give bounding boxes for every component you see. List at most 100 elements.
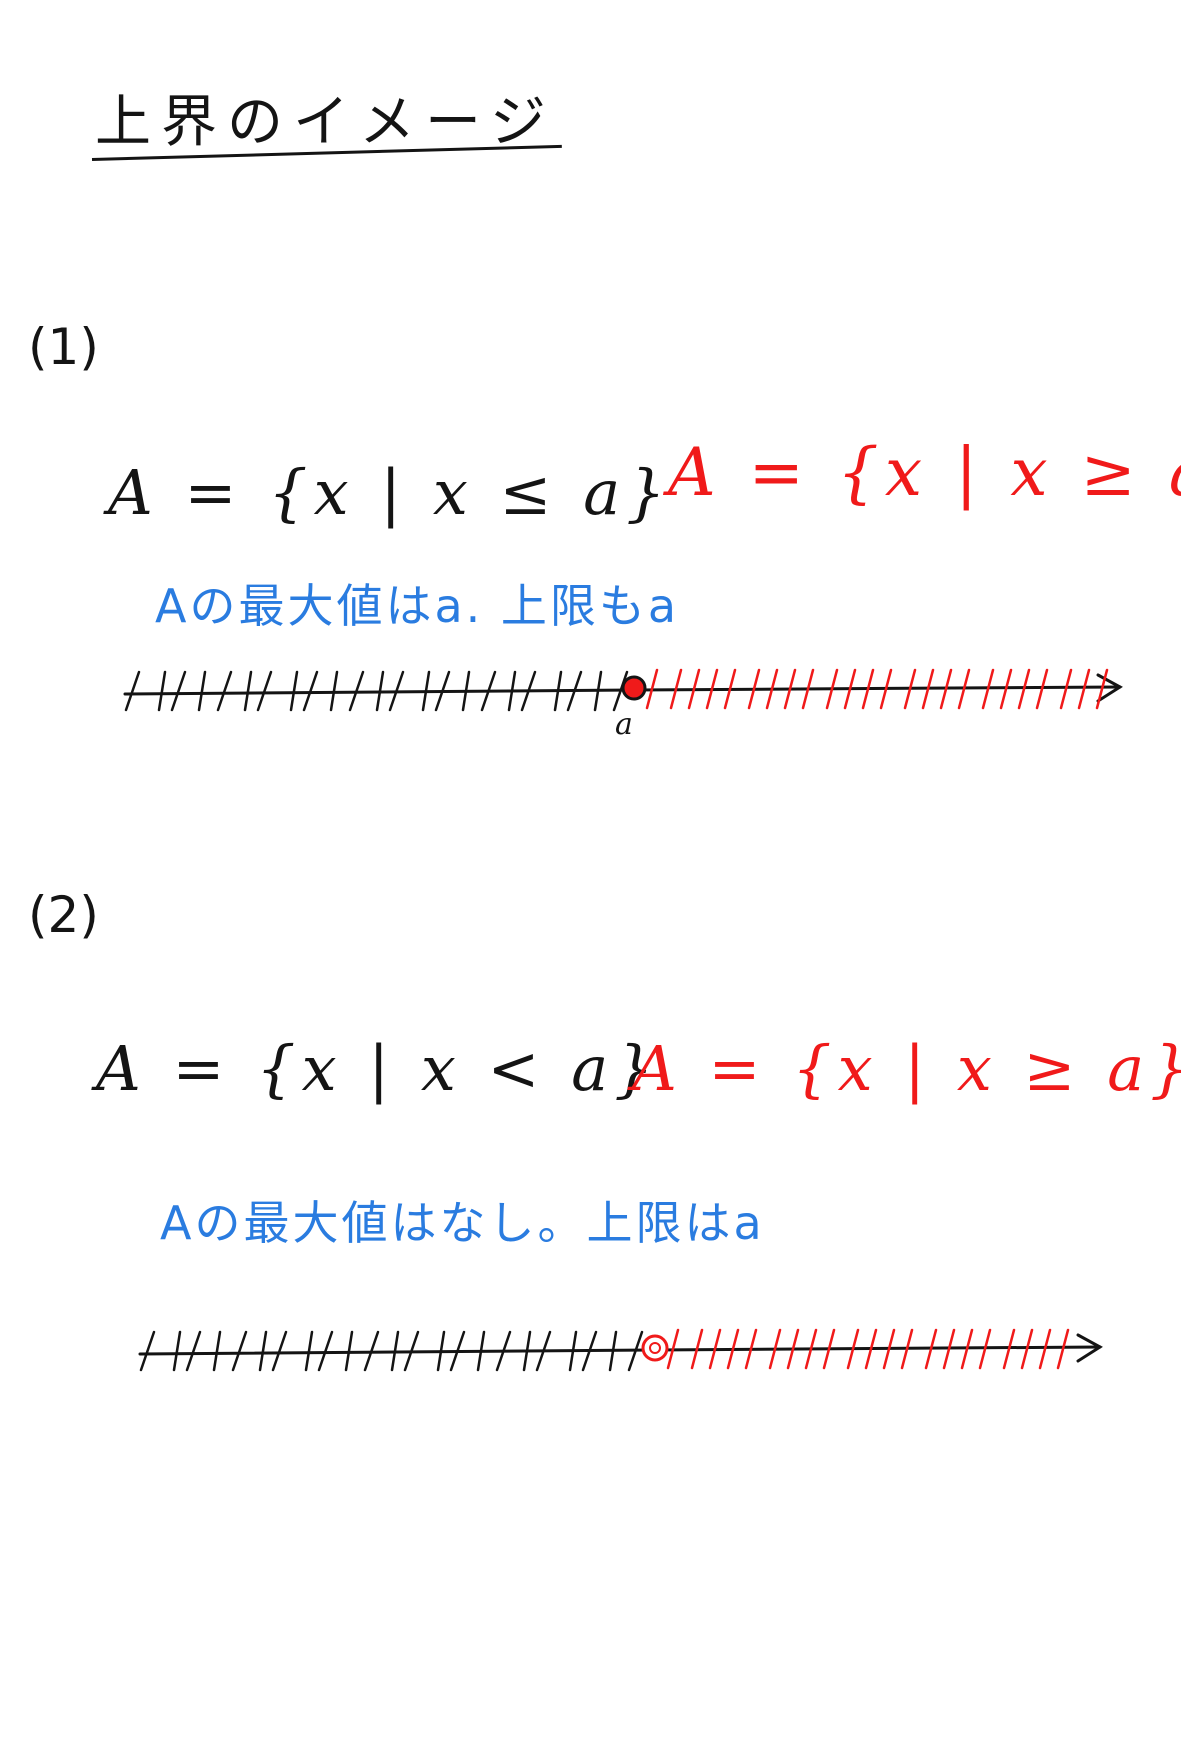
- hatch-red: [786, 1328, 800, 1370]
- hatch-red: [705, 668, 719, 710]
- hatch-black: [243, 670, 253, 712]
- hatch-black: [627, 1330, 644, 1372]
- hatch-red: [960, 1328, 974, 1370]
- hatch-black: [185, 1330, 202, 1372]
- hatch-black: [289, 670, 299, 712]
- hatch-black: [403, 1330, 420, 1372]
- hatch-red: [726, 1328, 740, 1370]
- hatch-red: [1059, 668, 1073, 710]
- hatch-red: [864, 1328, 878, 1370]
- hatch-black: [170, 670, 187, 712]
- hatch-black: [608, 1330, 618, 1372]
- axis-left-segment: [138, 1348, 657, 1356]
- hatch-black: [212, 1330, 222, 1372]
- hatch-black: [124, 670, 141, 712]
- hatch-red: [981, 668, 995, 710]
- hatch-red: [900, 1328, 914, 1370]
- hatch-black: [566, 670, 583, 712]
- hatch-black: [216, 670, 233, 712]
- section-1-number: (1): [28, 318, 99, 376]
- hatch-red: [666, 1328, 680, 1370]
- hatch-red: [669, 668, 683, 710]
- hatch-black: [436, 1330, 446, 1372]
- hatch-red: [1038, 1328, 1052, 1370]
- hatch-black: [593, 670, 603, 712]
- hatch-red: [861, 668, 875, 710]
- hatch-black: [348, 670, 365, 712]
- hatch-red: [1020, 1328, 1034, 1370]
- hatch-red: [1077, 668, 1091, 710]
- hatch-black: [139, 1330, 156, 1372]
- hatch-black: [304, 1330, 314, 1372]
- open-point: [641, 1334, 669, 1362]
- hatch-red: [846, 1328, 860, 1370]
- hatch-red: [843, 668, 857, 710]
- hatch-red: [768, 1328, 782, 1370]
- hatch-black: [375, 670, 385, 712]
- closed-point: [621, 675, 647, 701]
- hatch-red: [744, 1328, 758, 1370]
- hatch-black: [581, 1330, 598, 1372]
- hatch-black: [344, 1330, 354, 1372]
- section-1-number-line: [123, 668, 1123, 712]
- hatch-red: [687, 668, 701, 710]
- section-1-note: Aの最大値はa. 上限もa: [155, 579, 680, 633]
- axis-right-segment: [632, 685, 1122, 692]
- section-2-set-upper-bounds: A = {x | x ≥ a}: [632, 1032, 1181, 1105]
- hatch-red: [1017, 668, 1031, 710]
- hatch-black: [480, 670, 497, 712]
- hatch-red: [939, 668, 953, 710]
- hatch-black: [302, 670, 319, 712]
- hatch-black: [535, 1330, 552, 1372]
- hatch-red: [1002, 1328, 1016, 1370]
- hatch-black: [495, 1330, 512, 1372]
- hatch-black: [434, 670, 451, 712]
- section-1-point-label: a: [615, 707, 633, 742]
- hatch-black: [507, 670, 517, 712]
- axis-right-segment: [653, 1345, 1102, 1352]
- section-2-number: (2): [28, 886, 99, 944]
- hatch-black: [363, 1330, 380, 1372]
- hatch-red: [879, 668, 893, 710]
- hatch-black: [157, 670, 167, 712]
- hatch-red: [822, 1328, 836, 1370]
- section-2-note: Aの最大値はなし。上限はa: [160, 1196, 765, 1250]
- hatch-black: [461, 670, 471, 712]
- section-1-set-upper-bounds: A = {x | x ≥ a}: [668, 434, 1181, 511]
- hatch-red: [804, 1328, 818, 1370]
- hatch-black: [553, 670, 563, 712]
- hatch-red: [825, 668, 839, 710]
- hatch-black: [256, 670, 273, 712]
- hatch-black: [421, 670, 431, 712]
- hatch-black: [449, 1330, 466, 1372]
- hatch-red: [999, 668, 1013, 710]
- section-2-set-a: A = {x | x < a}: [96, 1032, 660, 1105]
- hatch-black: [568, 1330, 578, 1372]
- hatch-red: [924, 1328, 938, 1370]
- axis-arrowhead: [1076, 1333, 1103, 1363]
- hatch-black: [390, 1330, 400, 1372]
- section-1-set-a: A = {x | x ≤ a}: [108, 456, 672, 529]
- hatch-red: [921, 668, 935, 710]
- hatch-black: [231, 1330, 248, 1372]
- hatch-red: [942, 1328, 956, 1370]
- hatch-red: [690, 1328, 704, 1370]
- hatch-black: [329, 670, 339, 712]
- hatch-red: [708, 1328, 722, 1370]
- page-title: 上界のイメージ: [95, 90, 556, 155]
- hatch-black: [388, 670, 405, 712]
- hatch-black: [271, 1330, 288, 1372]
- hatch-black: [522, 1330, 532, 1372]
- hatch-red: [1095, 668, 1109, 710]
- hatch-black: [520, 670, 537, 712]
- hatch-black: [197, 670, 207, 712]
- hatch-black: [612, 670, 629, 712]
- hatch-red: [903, 668, 917, 710]
- hatch-red: [882, 1328, 896, 1370]
- hatch-red: [765, 668, 779, 710]
- hatch-black: [258, 1330, 268, 1372]
- open-point-inner: [649, 1342, 661, 1354]
- hatch-black: [172, 1330, 182, 1372]
- hatch-red: [645, 668, 659, 710]
- hatch-red: [801, 668, 815, 710]
